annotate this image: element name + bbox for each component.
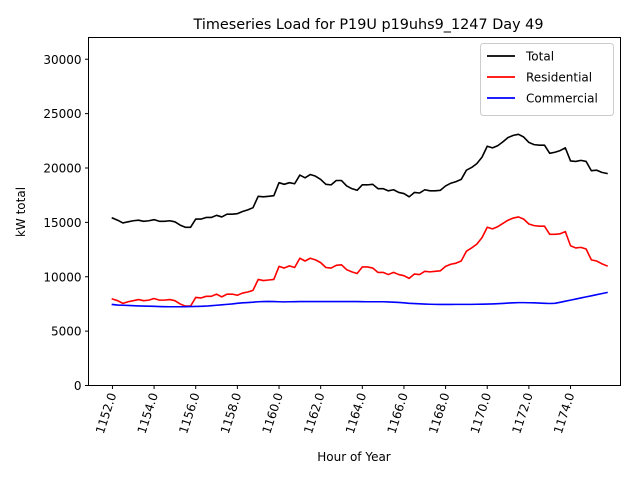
y-tick-label: 25000 [43,107,81,121]
y-tick-label: 5000 [51,325,82,339]
series-layer [111,133,609,308]
axes-frame [88,37,621,386]
y-tick-label: 0 [74,379,82,393]
y-tick-label: 10000 [43,270,81,284]
chart-title: Timeseries Load for P19U p19uhs9_1247 Da… [193,17,544,33]
series-line-residential [111,216,609,307]
legend-label-residential: Residential [526,71,592,85]
legend: Total Residential Commercial [480,43,614,116]
y-tick-label: 30000 [43,53,81,67]
legend-label-total: Total [525,50,554,64]
y-axis: 0 5000 10000 15000 20000 25000 30000 [43,53,89,393]
legend-label-commercial: Commercial [526,92,598,106]
x-axis-title: Hour of Year [317,450,391,464]
series-line-total [111,133,608,229]
y-tick-label: 15000 [43,216,81,230]
y-tick-label: 20000 [43,162,81,176]
plot-area [88,37,621,386]
series-line-commercial [111,291,608,308]
y-axis-title: kW total [14,187,28,237]
